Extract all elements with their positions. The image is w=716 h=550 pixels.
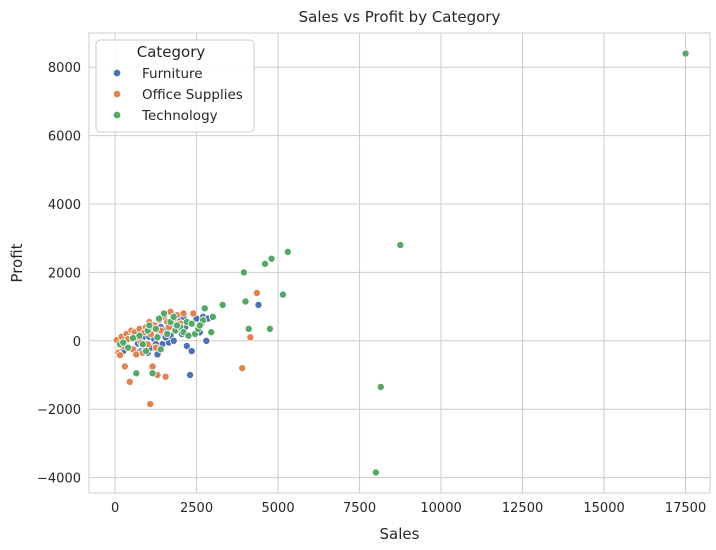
data-point [135, 331, 144, 340]
data-point [184, 331, 193, 340]
legend-title: Category [137, 43, 206, 61]
x-tick-label: 15000 [583, 501, 624, 516]
x-axis-label: Sales [380, 525, 420, 543]
tick-labels: 0 2500 5000 7500 10000 12500 15000 17500 −4000 −2… [37, 61, 706, 516]
x-tick-label: 2500 [180, 501, 213, 516]
data-point [119, 338, 128, 347]
data-point [129, 334, 138, 343]
data-point [246, 333, 255, 342]
data-point [202, 336, 211, 345]
plot-area-frame [88, 32, 711, 494]
grid [89, 33, 710, 493]
y-tick-label: 2000 [48, 266, 81, 281]
legend-label: Technology [141, 108, 218, 124]
data-point [138, 340, 147, 349]
data-point [120, 362, 129, 371]
data-point [124, 343, 133, 352]
y-tick-label: 8000 [48, 61, 81, 76]
x-tick-label: 10000 [420, 501, 461, 516]
y-tick-label: −2000 [37, 403, 81, 418]
data-point [396, 241, 405, 250]
data-point [179, 309, 188, 318]
data-point [151, 324, 160, 333]
y-axis-label: Profit [8, 243, 26, 282]
data-point [142, 347, 151, 356]
data-point [267, 254, 276, 263]
data-point [208, 312, 217, 321]
data-point [148, 369, 157, 378]
data-point [254, 300, 263, 309]
data-point [155, 314, 164, 323]
data-point [244, 324, 253, 333]
data-point [161, 372, 170, 381]
y-tick-label: 4000 [48, 198, 81, 213]
chart-title: Sales vs Profit by Category [299, 8, 501, 26]
x-tick-label: 0 [111, 501, 119, 516]
data-point [218, 300, 227, 309]
x-tick-label: 7500 [343, 501, 376, 516]
data-point [207, 328, 216, 337]
data-point [132, 369, 141, 378]
legend-marker [112, 89, 122, 99]
series-technology [115, 49, 690, 477]
x-tick-label: 17500 [665, 501, 706, 516]
data-point [156, 345, 165, 354]
data-point [200, 304, 209, 313]
data-points [112, 49, 690, 477]
data-point [146, 400, 155, 409]
data-point [186, 371, 195, 380]
data-point [187, 347, 196, 356]
data-point [261, 259, 270, 268]
data-point [376, 382, 385, 391]
data-point [283, 247, 292, 256]
data-point [241, 297, 250, 306]
data-point [159, 309, 168, 318]
data-point [195, 321, 204, 330]
data-point [239, 268, 248, 277]
x-tick-label: 5000 [262, 501, 295, 516]
data-point [169, 336, 178, 345]
y-tick-label: 6000 [48, 130, 81, 145]
y-tick-label: −4000 [37, 472, 81, 487]
legend-marker [112, 110, 122, 120]
x-tick-label: 12500 [502, 501, 543, 516]
data-point [187, 319, 196, 328]
legend-label: Office Supplies [142, 87, 243, 103]
legend-label: Furniture [142, 66, 203, 82]
data-point [148, 362, 157, 371]
data-point [278, 290, 287, 299]
data-point [132, 350, 141, 359]
data-point [125, 377, 134, 386]
data-point [115, 351, 124, 360]
data-point [238, 364, 247, 373]
data-point [371, 468, 380, 477]
data-point [265, 324, 274, 333]
data-point [153, 333, 162, 342]
data-point [163, 329, 172, 338]
data-point [681, 49, 690, 58]
data-point [145, 321, 154, 330]
data-point [252, 288, 261, 297]
data-point [173, 321, 182, 330]
data-point [182, 341, 191, 350]
legend: Category Furniture Office Supplies Technolo… [95, 39, 255, 133]
data-point [169, 312, 178, 321]
legend-box [95, 39, 255, 133]
y-tick-label: 0 [73, 335, 81, 350]
data-point [189, 309, 198, 318]
legend-marker [112, 68, 122, 78]
